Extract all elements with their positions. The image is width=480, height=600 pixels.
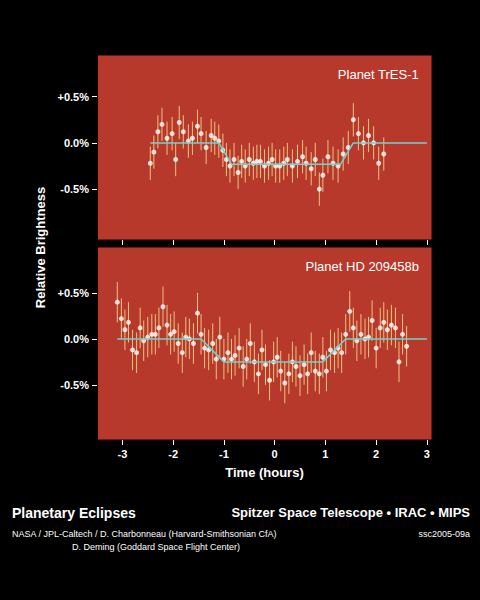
svg-text:ssc2005-09a: ssc2005-09a — [418, 529, 470, 539]
svg-text:-3: -3 — [117, 448, 127, 460]
svg-text:3: 3 — [424, 448, 430, 460]
svg-text:0.0%: 0.0% — [64, 333, 89, 345]
svg-text:Planetary Eclipses: Planetary Eclipses — [12, 505, 136, 521]
svg-text:1: 1 — [322, 448, 328, 460]
svg-text:+0.5%: +0.5% — [58, 287, 90, 299]
svg-text:+0.5%: +0.5% — [58, 91, 90, 103]
svg-text:-2: -2 — [168, 448, 178, 460]
svg-text:Spitzer Space Telescope • IRAC: Spitzer Space Telescope • IRAC • MIPS — [231, 505, 470, 520]
svg-text:-1: -1 — [219, 448, 229, 460]
svg-text:-0.5%: -0.5% — [60, 183, 89, 195]
svg-text:-0.5%: -0.5% — [60, 379, 89, 391]
svg-text:Planet TrES-1: Planet TrES-1 — [338, 67, 419, 82]
svg-text:Planet HD 209458b: Planet HD 209458b — [306, 259, 419, 274]
svg-text:2: 2 — [373, 448, 379, 460]
svg-text:Time (hours): Time (hours) — [225, 465, 304, 480]
svg-text:0.0%: 0.0% — [64, 137, 89, 149]
svg-text:0: 0 — [272, 448, 278, 460]
svg-text:NASA / JPL-Caltech / D. Charbo: NASA / JPL-Caltech / D. Charbonneau (Har… — [12, 529, 277, 539]
svg-text:D. Deming (Goddard Space Fligh: D. Deming (Goddard Space Flight Center) — [72, 542, 240, 552]
svg-text:Relative Brightness: Relative Brightness — [33, 187, 48, 308]
